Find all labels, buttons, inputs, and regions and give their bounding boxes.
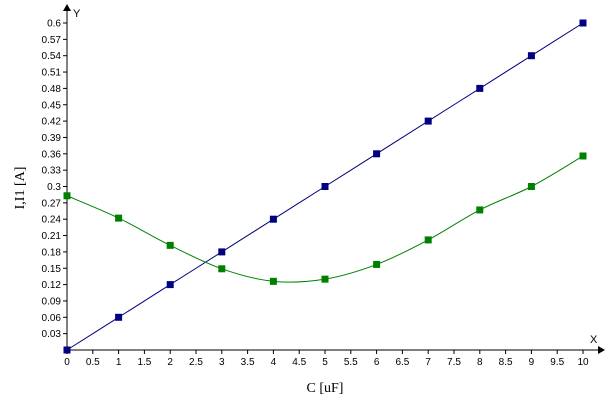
y-ticks: 0.03 0.06 0.09 0.12 0.15 0.18 0.21 0.24 0.27 0.3 0… (42, 19, 67, 340)
data-point-marker (527, 183, 535, 190)
x-tick-label: 1.5 (137, 357, 151, 368)
y-tick-label: 0.57 (42, 35, 62, 46)
data-point-marker (321, 275, 329, 283)
y-tick-label: 0.33 (42, 166, 62, 177)
x-tick-label: 4.5 (292, 357, 306, 368)
x-tick-label: 8 (477, 357, 483, 368)
y-tick-label: 0.39 (42, 133, 62, 144)
data-point-marker (218, 265, 226, 273)
data-point-marker (269, 215, 277, 223)
x-tick-label: 0.5 (86, 357, 100, 368)
x-tick-label: 0 (64, 357, 70, 368)
y-tick-label: 0.42 (42, 117, 62, 128)
x-tick-label: 10 (577, 357, 589, 368)
x-tick-label: 6.5 (395, 357, 409, 368)
series-layer (63, 19, 587, 354)
y-tick-label: 0.3 (47, 182, 61, 193)
data-point-marker (166, 281, 174, 289)
x-tick-label: 7 (425, 357, 431, 368)
y-axis-letter: Y (73, 8, 81, 20)
x-tick-label: 6 (374, 357, 380, 368)
data-point-marker (218, 248, 226, 256)
y-tick-label: 0.51 (42, 68, 62, 79)
x-tick-label: 7.5 (447, 357, 461, 368)
y-tick-label: 0.21 (42, 231, 62, 242)
y-tick-label: 0.18 (42, 247, 62, 258)
y-tick-label: 0.45 (42, 100, 62, 111)
y-tick-label: 0.6 (47, 19, 61, 30)
series-line (66, 155, 584, 283)
x-tick-label: 1 (116, 357, 122, 368)
data-point-marker (527, 52, 535, 60)
data-point-marker (269, 277, 277, 285)
data-point-marker (373, 260, 381, 268)
x-tick-label: 3.5 (241, 357, 255, 368)
y-tick-label: 0.27 (42, 198, 62, 209)
series-2 (63, 152, 587, 285)
data-point-marker (424, 236, 432, 244)
data-point-marker (321, 183, 329, 190)
y-tick-label: 0.15 (42, 264, 62, 275)
y-tick-label: 0.12 (42, 280, 62, 291)
x-tick-label: 2.5 (189, 357, 203, 368)
x-tick-label: 5.5 (344, 357, 358, 368)
data-point-marker (424, 117, 432, 125)
data-point-marker (476, 84, 484, 92)
x-axis-letter: X (590, 334, 598, 346)
y-tick-label: 0.36 (42, 149, 62, 160)
y-tick-label: 0.03 (42, 329, 62, 340)
x-tick-label: 5 (322, 357, 328, 368)
data-point-marker (579, 152, 587, 160)
series-1 (63, 19, 587, 354)
y-tick-label: 0.48 (42, 84, 62, 95)
y-axis-title: I,I1 [A] (13, 167, 28, 210)
data-point-marker (166, 241, 174, 249)
x-tick-label: 4 (271, 357, 277, 368)
data-point-marker (373, 150, 381, 158)
x-ticks: 0 0.5 1 1.5 2 2.5 3 3.5 4 4.5 5 5.5 6 6.5 7 7.5 8 8.5 9 9.5… (64, 350, 589, 368)
y-axis-arrow (63, 4, 71, 11)
data-point-marker (579, 19, 587, 27)
y-tick-label: 0.06 (42, 313, 62, 324)
y-tick-label: 0.54 (42, 51, 62, 62)
data-point-marker (63, 346, 71, 354)
data-point-marker (115, 214, 123, 222)
data-point-marker (63, 192, 71, 200)
x-tick-label: 9 (529, 357, 535, 368)
y-tick-label: 0.09 (42, 296, 62, 307)
x-tick-label: 8.5 (499, 357, 513, 368)
x-axis-title: C [uF] (307, 381, 344, 396)
data-point-marker (476, 206, 484, 214)
x-tick-label: 3 (219, 357, 225, 368)
axes (63, 4, 605, 354)
x-tick-label: 2 (167, 357, 173, 368)
y-tick-label: 0.24 (42, 215, 62, 226)
x-axis-arrow (598, 346, 605, 354)
data-point-marker (115, 313, 123, 321)
x-tick-label: 9.5 (550, 357, 564, 368)
